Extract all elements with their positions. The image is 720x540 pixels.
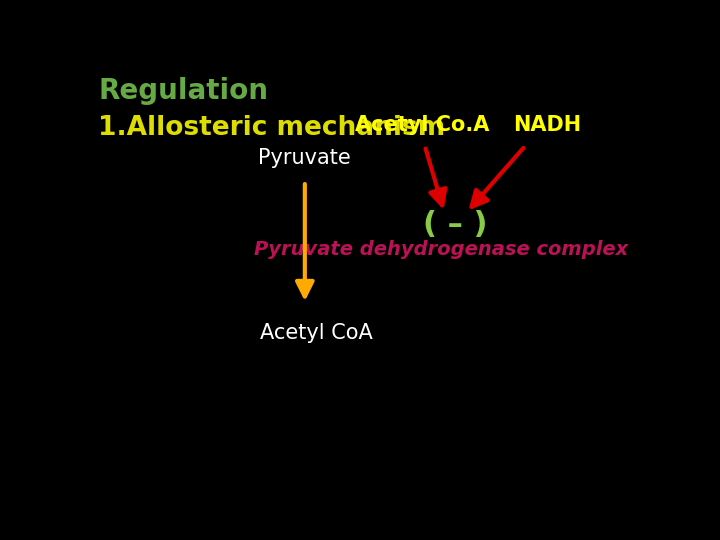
Text: Acetyl CoA: Acetyl CoA <box>260 323 372 343</box>
Text: Regulation: Regulation <box>99 77 269 105</box>
Text: Pyruvate dehydrogenase complex: Pyruvate dehydrogenase complex <box>254 240 629 259</box>
Text: NADH: NADH <box>513 115 582 135</box>
Text: Acetyl Co.A: Acetyl Co.A <box>355 115 489 135</box>
Text: Pyruvate: Pyruvate <box>258 148 351 168</box>
Text: ( – ): ( – ) <box>423 211 487 239</box>
Text: 1.Allosteric mechanism: 1.Allosteric mechanism <box>99 114 446 141</box>
